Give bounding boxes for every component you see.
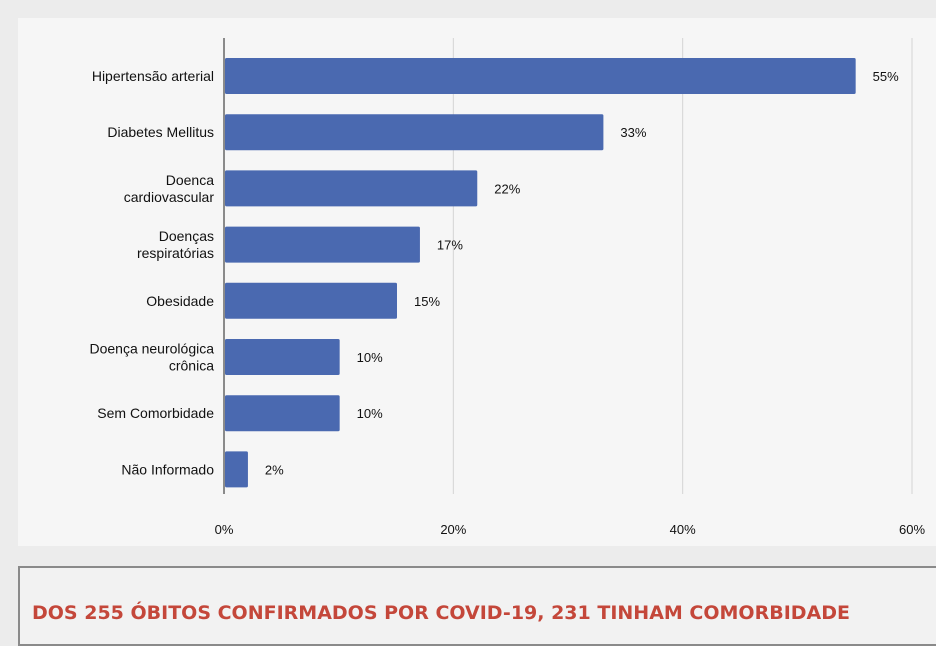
x-tick-label: 60% [899,522,925,537]
x-tick-label: 40% [670,522,696,537]
value-label: 33% [620,125,646,140]
category-label: Doenca cardiovascular [124,172,215,205]
x-tick-label: 0% [215,522,234,537]
chart-panel: 0% 20% 40% 60% 55% Hipertensão arterial 33% Dia… [18,18,936,546]
category-label: Sem Comorbidade [97,405,214,421]
x-tick-label: 20% [440,522,466,537]
bar [225,170,478,207]
value-label: 2% [265,462,284,477]
category-label: Hipertensão arterial [92,68,214,84]
bar [225,395,340,432]
bar [225,451,248,488]
value-label: 55% [873,69,899,84]
value-label: 17% [437,238,463,253]
value-label: 10% [357,406,383,421]
category-label: Doenças respiratórias [137,228,214,261]
bar [225,226,420,263]
category-label: Obesidade [146,293,214,309]
value-label: 10% [357,350,383,365]
bar [225,114,604,151]
value-label: 22% [494,181,520,196]
bar [225,58,856,94]
category-label: Não Informado [121,461,214,477]
bar [225,282,397,319]
footer-banner: DOS 255 ÓBITOS CONFIRMADOS POR COVID-19,… [18,566,936,646]
footer-text: DOS 255 ÓBITOS CONFIRMADOS POR COVID-19,… [32,602,850,624]
value-label: 15% [414,294,440,309]
bar [225,339,340,375]
bar-chart: 0% 20% 40% 60% 55% Hipertensão arterial 33% Dia… [89,38,925,537]
category-label: Doença neurológica crônica [89,341,214,374]
category-label: Diabetes Mellitus [107,124,214,140]
